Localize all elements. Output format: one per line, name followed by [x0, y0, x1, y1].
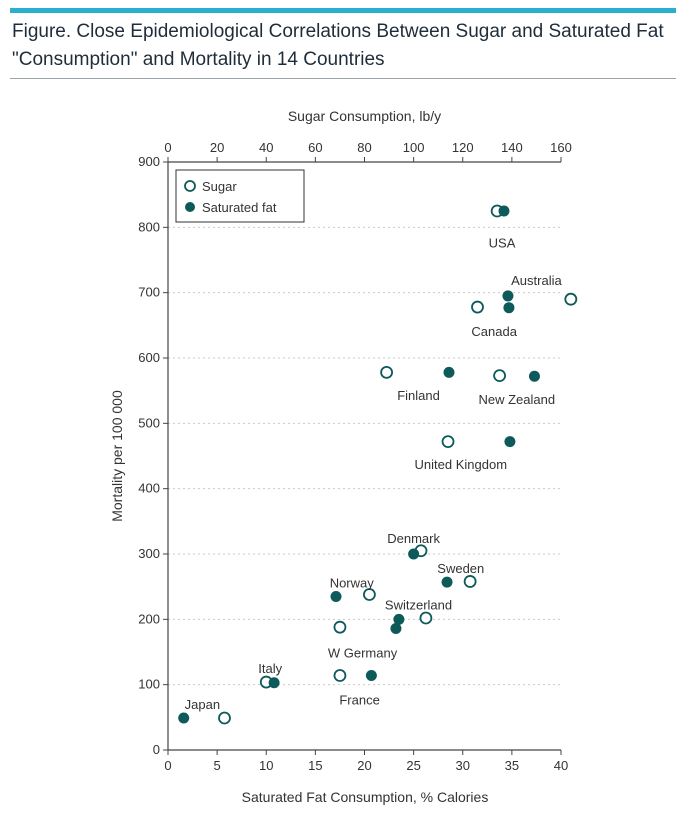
country-label-switzerland: Switzerland — [385, 598, 452, 613]
country-label-united-kingdom: United Kingdom — [415, 457, 508, 472]
legend-saturated-fat-marker — [185, 202, 195, 212]
country-label-denmark: Denmark — [387, 531, 440, 546]
x-bottom-tick-label: 15 — [308, 758, 322, 773]
saturated-fat-point-united-kingdom — [504, 436, 516, 448]
legend-saturated-fat-label: Saturated fat — [202, 200, 277, 215]
saturated-fat-point-sweden — [441, 576, 453, 588]
country-label-usa: USA — [489, 236, 516, 251]
y-tick-label: 200 — [138, 611, 160, 626]
title-divider — [10, 78, 676, 79]
figure-title: Figure. Close Epidemiological Correlatio… — [12, 21, 664, 70]
saturated-fat-point-italy — [268, 677, 280, 689]
x-top-tick-label: 80 — [357, 140, 371, 155]
y-axis-label: Mortality per 100 000 — [109, 390, 125, 522]
country-label-italy: Italy — [258, 661, 282, 676]
x-top-tick-label: 100 — [403, 140, 425, 155]
y-tick-label: 800 — [138, 219, 160, 234]
legend-sugar-label: Sugar — [202, 179, 237, 194]
country-labels: USA Australia Canada Finland New Zealand Unit… — [185, 236, 563, 712]
x-top-tick-label: 140 — [501, 140, 523, 155]
saturated-fat-point-new-zealand — [528, 370, 540, 382]
country-label-finland: Finland — [397, 388, 440, 403]
saturated-fat-point-denmark — [408, 548, 420, 560]
legend-sugar-marker — [184, 180, 196, 192]
x-top-tick-label: 160 — [550, 140, 572, 155]
saturated-fat-point-w-germany — [390, 622, 402, 634]
x-bottom-tick-label: 25 — [406, 758, 420, 773]
sugar-point-switzerland — [419, 611, 433, 625]
saturated-fat-point-australia — [502, 290, 514, 302]
country-label-new-zealand: New Zealand — [478, 392, 555, 407]
x-bottom-tick-label: 30 — [456, 758, 470, 773]
x-axis-top-label: Sugar Consumption, lb/y — [288, 108, 441, 124]
sugar-point-norway — [363, 588, 376, 601]
saturated-fat-point-france — [365, 670, 377, 682]
country-label-australia: Australia — [511, 273, 562, 288]
x-bottom-tick-label: 0 — [164, 758, 171, 773]
x-bottom-tick-label: 20 — [357, 758, 371, 773]
sugar-point-sweden — [463, 575, 477, 588]
country-label-norway: Norway — [330, 575, 375, 590]
y-tick-label: 400 — [138, 481, 160, 496]
sugar-point-france — [333, 669, 347, 682]
x-top-tick-label: 120 — [452, 140, 474, 155]
country-label-w-germany: W Germany — [328, 645, 398, 660]
sugar-point-finland — [380, 365, 394, 379]
x-bottom-tick-label: 40 — [554, 758, 568, 773]
y-tick-label: 100 — [138, 677, 160, 692]
sugar-point-w-germany — [333, 620, 347, 634]
x-bottom-tick-label: 5 — [214, 758, 221, 773]
saturated-fat-point-norway — [330, 590, 342, 602]
legend: Sugar Saturated fat — [175, 169, 305, 223]
country-label-japan: Japan — [185, 697, 220, 712]
accent-rule — [10, 8, 676, 13]
x-top-tick-label: 20 — [210, 140, 224, 155]
sugar-point-new-zealand — [493, 369, 506, 383]
y-tick-label: 700 — [138, 285, 160, 300]
x-top-tick-label: 0 — [164, 140, 171, 155]
x-bottom-tick-label: 35 — [505, 758, 519, 773]
data-points — [178, 204, 578, 725]
sugar-point-australia — [564, 292, 578, 306]
y-tick-label: 600 — [138, 350, 160, 365]
saturated-fat-point-switzerland — [393, 613, 405, 625]
country-label-france: France — [339, 692, 379, 707]
saturated-fat-point-finland — [443, 366, 455, 378]
y-tick-label: 500 — [138, 415, 160, 430]
y-tick-label: 900 — [138, 154, 160, 169]
country-label-sweden: Sweden — [437, 561, 484, 576]
x-top-tick-label: 40 — [259, 140, 273, 155]
saturated-fat-point-usa — [498, 205, 510, 217]
x-axis-bottom-label: Saturated Fat Consumption, % Calories — [242, 789, 489, 805]
y-tick-label: 300 — [138, 546, 160, 561]
x-top-tick-label: 60 — [308, 140, 322, 155]
saturated-fat-point-japan — [178, 712, 190, 724]
saturated-fat-point-canada — [503, 302, 515, 314]
sugar-point-japan — [218, 711, 231, 725]
axes — [163, 157, 562, 755]
sugar-point-united-kingdom — [441, 435, 455, 449]
country-label-canada: Canada — [471, 324, 517, 339]
x-bottom-tick-label: 10 — [259, 758, 273, 773]
sugar-point-canada — [471, 300, 484, 314]
legend-box — [175, 169, 305, 223]
y-tick-label: 0 — [153, 742, 160, 757]
